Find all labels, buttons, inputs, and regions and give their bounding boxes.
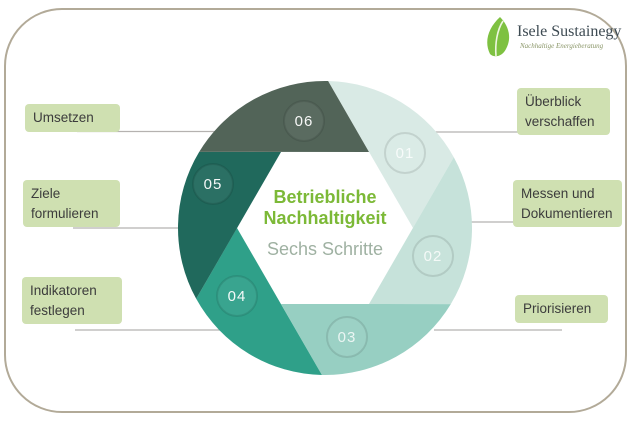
logo-subtitle: Nachhaltige Energieberatung — [520, 41, 604, 50]
badge-number-01: 01 — [396, 145, 415, 162]
blade-step-05 — [177, 151, 281, 299]
center-subtitle: Sechs Schritte — [266, 239, 384, 260]
step-number-badges: 01 02 03 04 05 06 — [192, 100, 454, 358]
badge-number-05: 05 — [204, 176, 223, 193]
diagram-center-text: Betriebliche Nachhaltigkeit Sechs Schrit… — [235, 187, 415, 260]
badge-circle-04 — [216, 275, 258, 317]
blade-step-06 — [199, 80, 369, 152]
label-umsetzen: Umsetzen — [25, 104, 120, 132]
badge-circle-01 — [384, 132, 426, 174]
badge-number-03: 03 — [338, 329, 357, 346]
blade-step-04 — [196, 228, 322, 375]
center-title-line2: Nachhaltigkeit — [263, 208, 387, 229]
badge-circle-03 — [326, 316, 368, 358]
leaf-icon — [487, 17, 510, 57]
center-title: Betriebliche Nachhaltigkeit — [235, 187, 415, 229]
label-messen-dokumentieren: Messen und Dokumentieren — [513, 180, 622, 228]
center-title-line1: Betriebliche — [273, 187, 377, 207]
blade-step-02 — [369, 157, 473, 305]
badge-circle-02 — [412, 235, 454, 277]
label-priorisieren: Priorisieren — [515, 295, 608, 323]
badge-circle-05 — [192, 163, 234, 205]
logo: Isele Sustainegy Nachhaltige Energiebera… — [483, 15, 621, 59]
badge-number-06: 06 — [295, 113, 314, 130]
badge-number-04: 04 — [228, 288, 247, 305]
label-ziele-formulieren: Ziele formulieren — [23, 180, 120, 228]
label-ueberblick-verschaffen: Überblick verschaffen — [517, 88, 610, 136]
badge-number-02: 02 — [424, 248, 443, 265]
logo-title: Isele Sustainegy — [517, 23, 622, 40]
blade-step-03 — [281, 304, 451, 376]
badge-circle-06 — [283, 100, 325, 142]
logo-text: Isele Sustainegy Nachhaltige Energiebera… — [517, 23, 621, 50]
label-indikatoren-festlegen: Indikatoren festlegen — [22, 277, 122, 325]
aperture-blades — [177, 80, 473, 376]
blade-step-01 — [328, 81, 454, 228]
